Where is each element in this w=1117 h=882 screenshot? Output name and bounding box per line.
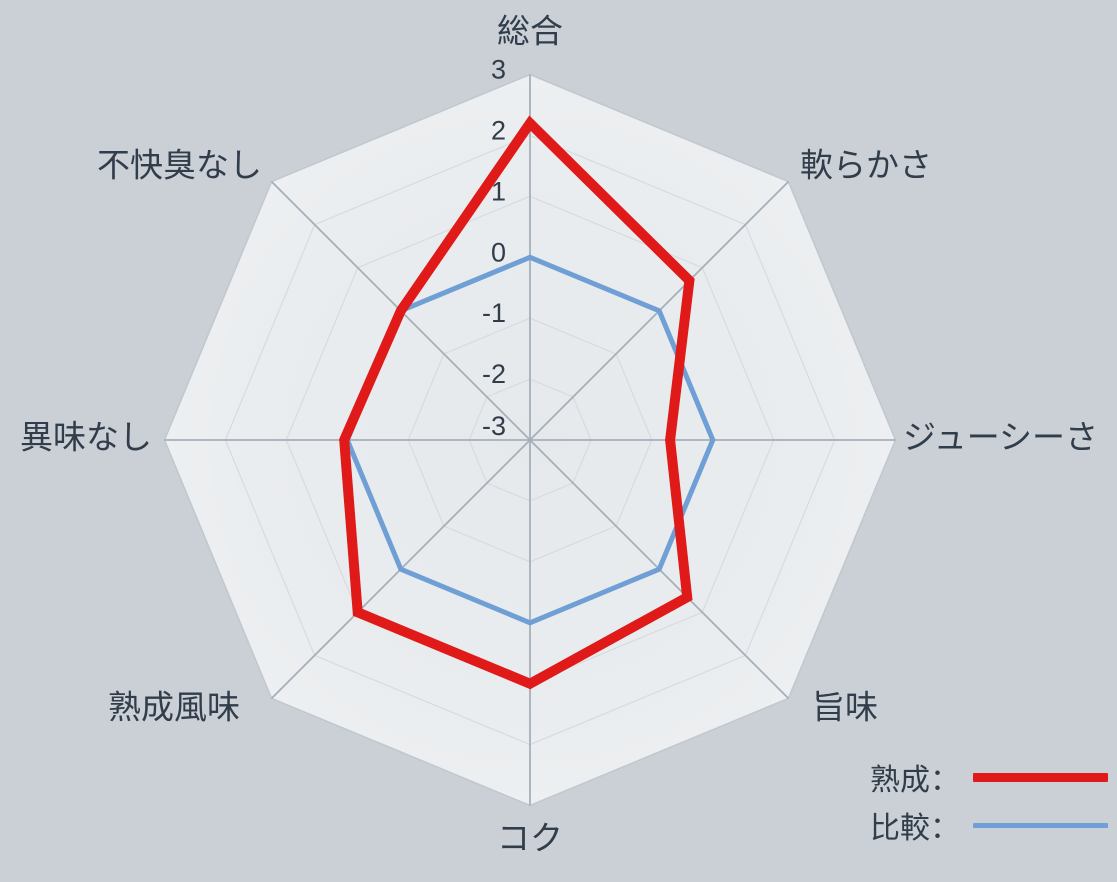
legend-label-comparison: 比較： — [870, 812, 960, 845]
axis-label: 総合 — [497, 13, 563, 50]
legend: 熟成： 比較： — [858, 756, 1108, 846]
axis-label: 不快臭なし — [97, 147, 262, 184]
tick-label: -2 — [482, 359, 506, 389]
legend-item-comparison: 比較： — [858, 804, 1108, 846]
tick-label: -1 — [482, 298, 506, 328]
tick-label: 3 — [491, 55, 506, 85]
axis-label: コク — [497, 820, 563, 857]
axis-label: 旨味 — [812, 689, 878, 726]
tick-label: 0 — [491, 237, 506, 267]
axis-label: 異味なし — [20, 419, 152, 456]
tick-label: -3 — [482, 411, 506, 441]
series-line-熟成 — [339, 115, 695, 690]
series-layer — [339, 115, 716, 690]
tick-label: 2 — [491, 115, 506, 145]
legend-item-aged: 熟成： — [858, 756, 1108, 798]
legend-label-aged: 熟成： — [870, 764, 960, 797]
grid-layer — [163, 73, 897, 807]
legend-swatch-comparison-line — [973, 822, 1108, 828]
tick-label: 1 — [491, 176, 506, 206]
axis-label: 熟成風味 — [108, 689, 240, 726]
axis-label: ジューシーさ — [903, 419, 1098, 456]
axis-label: 軟らかさ — [800, 147, 932, 184]
legend-swatch-aged-line — [973, 772, 1108, 782]
